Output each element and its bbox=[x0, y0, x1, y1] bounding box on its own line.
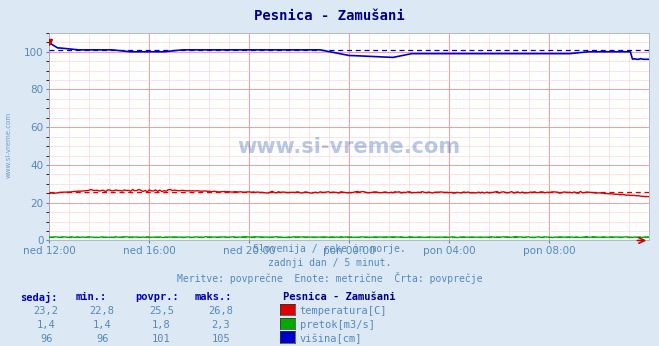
Text: 1,4: 1,4 bbox=[37, 320, 55, 330]
Text: www.si-vreme.com: www.si-vreme.com bbox=[238, 137, 461, 157]
Text: pretok[m3/s]: pretok[m3/s] bbox=[300, 320, 375, 330]
Text: 101: 101 bbox=[152, 334, 171, 344]
Text: 23,2: 23,2 bbox=[34, 306, 59, 316]
Text: temperatura[C]: temperatura[C] bbox=[300, 306, 387, 316]
Text: Meritve: povprečne  Enote: metrične  Črta: povprečje: Meritve: povprečne Enote: metrične Črta:… bbox=[177, 272, 482, 284]
Text: 25,5: 25,5 bbox=[149, 306, 174, 316]
Text: višina[cm]: višina[cm] bbox=[300, 334, 362, 344]
Text: min.:: min.: bbox=[76, 292, 107, 302]
Text: povpr.:: povpr.: bbox=[135, 292, 179, 302]
Text: maks.:: maks.: bbox=[194, 292, 232, 302]
Text: 105: 105 bbox=[212, 334, 230, 344]
Text: 96: 96 bbox=[40, 334, 52, 344]
Text: 26,8: 26,8 bbox=[208, 306, 233, 316]
Text: 96: 96 bbox=[96, 334, 108, 344]
Text: 1,4: 1,4 bbox=[93, 320, 111, 330]
Text: zadnji dan / 5 minut.: zadnji dan / 5 minut. bbox=[268, 258, 391, 268]
Text: sedaj:: sedaj: bbox=[20, 292, 57, 303]
Text: 2,3: 2,3 bbox=[212, 320, 230, 330]
Text: Pesnica - Zamušani: Pesnica - Zamušani bbox=[254, 9, 405, 22]
Text: www.si-vreme.com: www.si-vreme.com bbox=[5, 112, 11, 179]
Text: Pesnica - Zamušani: Pesnica - Zamušani bbox=[283, 292, 396, 302]
Text: 22,8: 22,8 bbox=[90, 306, 115, 316]
Text: 1,8: 1,8 bbox=[152, 320, 171, 330]
Text: Slovenija / reke in morje.: Slovenija / reke in morje. bbox=[253, 244, 406, 254]
